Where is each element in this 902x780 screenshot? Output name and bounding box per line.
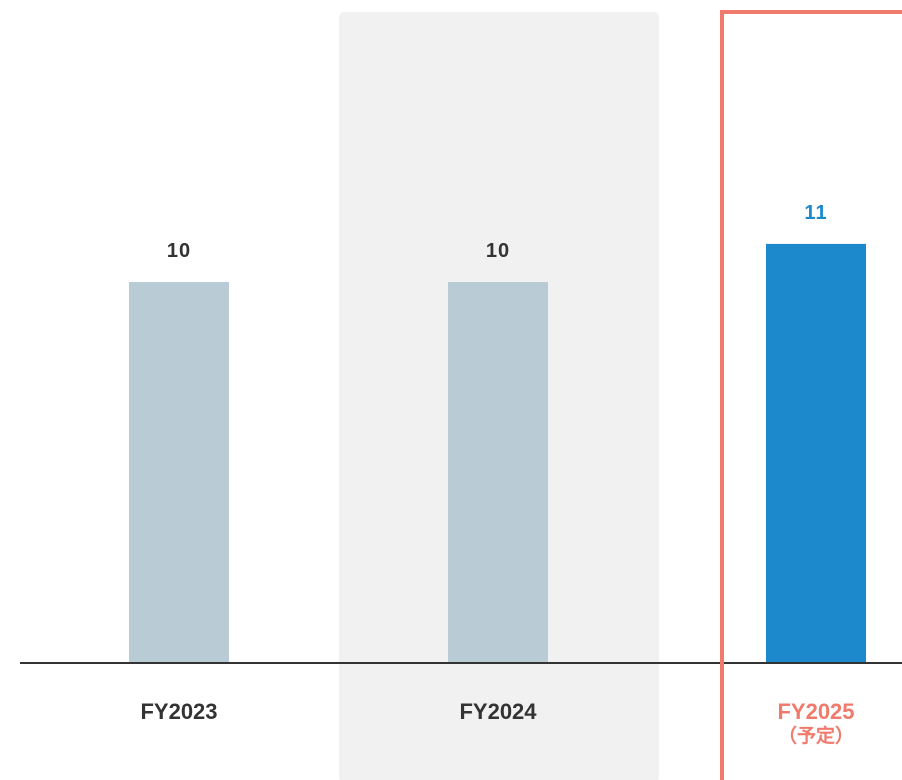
category-label-fy2024: FY2024: [398, 698, 598, 725]
category-label-fy2023-text: FY2023: [140, 699, 218, 724]
category-label-fy2025-sublabel: （予定）: [777, 726, 854, 747]
value-label-fy2024: 10: [485, 240, 511, 262]
bar-fy2024: [448, 282, 548, 663]
fy2025-highlight-box: [720, 10, 902, 780]
category-label-fy2025-text: FY2025: [777, 699, 855, 724]
bars-group: [129, 243, 866, 663]
value-label-fy2025: 11: [804, 201, 828, 224]
category-label-fy2025: FY2025 （予定）: [716, 698, 902, 749]
category-label-fy2024-text: FY2024: [459, 699, 537, 724]
bar-fy2025: [766, 243, 866, 663]
value-label-fy2023: 10: [166, 240, 192, 262]
category-label-fy2023: FY2023: [79, 698, 279, 725]
bar-fy2023: [129, 282, 229, 663]
